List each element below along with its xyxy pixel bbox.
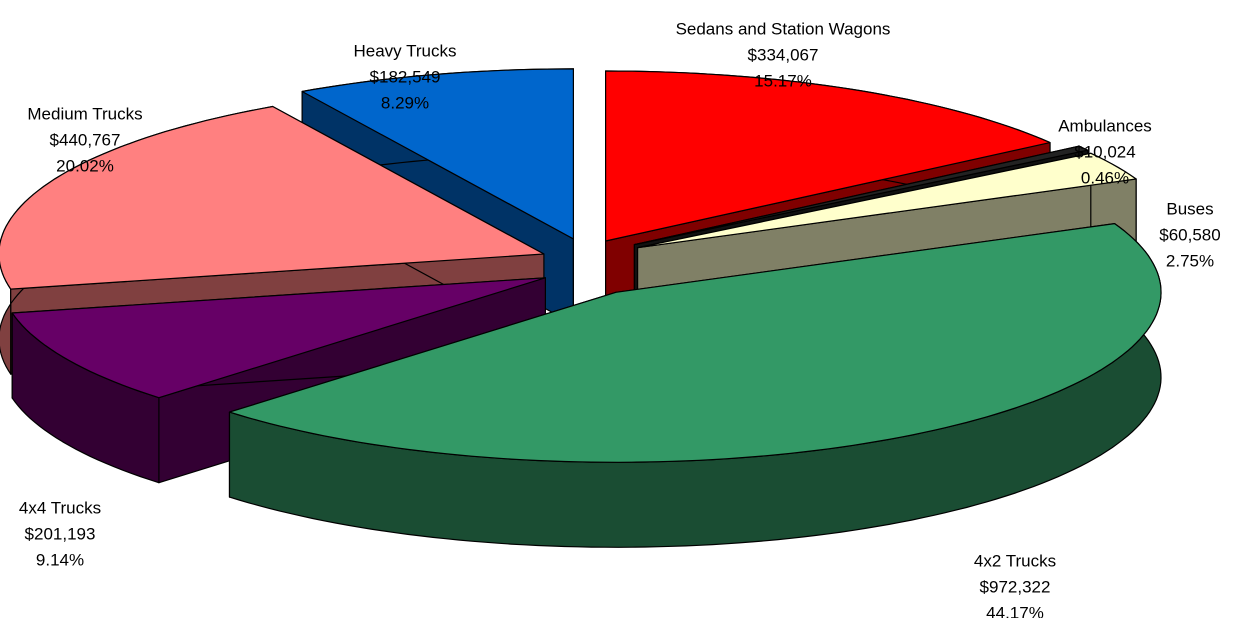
- slice-label: 8.29%: [381, 93, 429, 112]
- slice-label: Ambulances: [1058, 116, 1152, 135]
- slice-label: $972,322: [980, 577, 1051, 596]
- slice-label: $334,067: [748, 45, 819, 64]
- slice-label: 4x2 Trucks: [974, 551, 1056, 570]
- slice-label: Medium Trucks: [27, 104, 142, 123]
- slice-label: Sedans and Station Wagons: [676, 19, 891, 38]
- slice-top: [301, 68, 575, 240]
- slice-label: 44.17%: [986, 603, 1044, 618]
- slice-top: [633, 145, 1089, 246]
- slice-label: 9.14%: [36, 550, 84, 569]
- slice-label: 2.75%: [1166, 251, 1214, 270]
- slice: [228, 223, 1162, 548]
- slice-label: Buses: [1166, 199, 1213, 218]
- slice-top: [228, 223, 1162, 463]
- slice-label: $60,580: [1159, 225, 1220, 244]
- slice-label: $10,024: [1074, 142, 1135, 161]
- slice-label: 20.02%: [56, 156, 114, 175]
- slice-label: $182,549: [370, 67, 441, 86]
- slice-label: $440,767: [50, 130, 121, 149]
- slice-top: [11, 277, 547, 399]
- slice-label: $201,193: [25, 524, 96, 543]
- slice-label: 0.46%: [1081, 168, 1129, 187]
- slice-label: 4x4 Trucks: [19, 498, 101, 517]
- slice-top: [604, 70, 1051, 242]
- slice-label: Heavy Trucks: [354, 41, 457, 60]
- slice-label: 15.17%: [754, 71, 812, 90]
- slice-top: [636, 152, 1137, 249]
- slice-top: [0, 105, 545, 290]
